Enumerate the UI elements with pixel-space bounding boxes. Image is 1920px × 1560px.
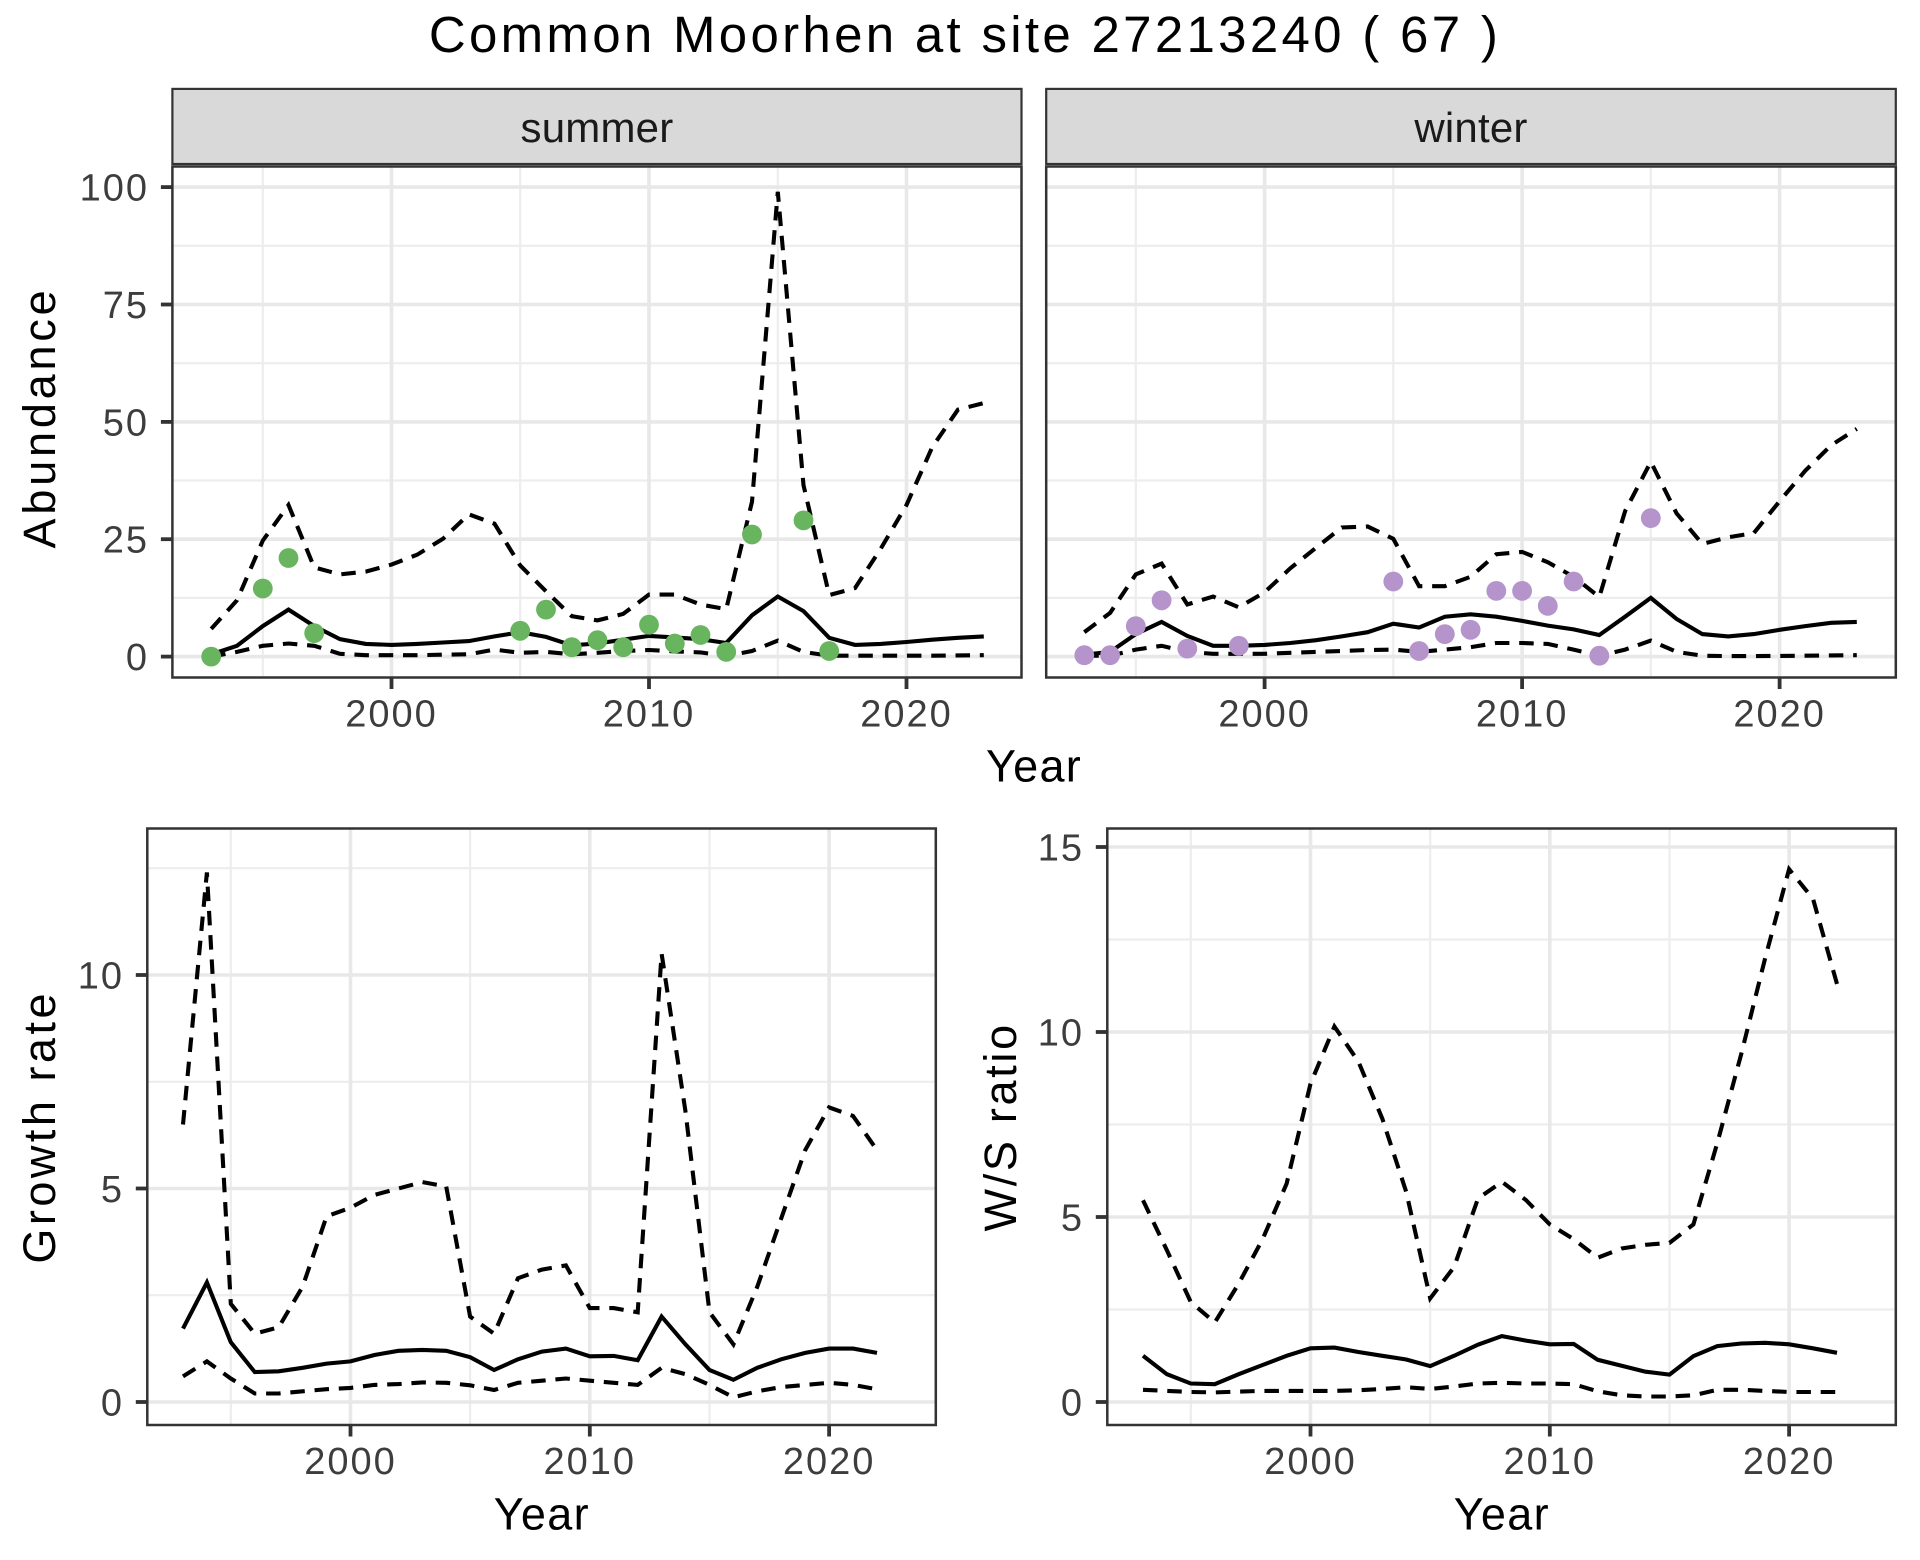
svg-text:Common Moorhen at site 2721324: Common Moorhen at site 27213240 ( 67 ) <box>429 6 1501 63</box>
svg-text:0: 0 <box>101 1383 124 1425</box>
svg-text:2000: 2000 <box>1264 1441 1357 1483</box>
svg-text:Year: Year <box>986 741 1082 792</box>
svg-text:10: 10 <box>1038 1013 1084 1055</box>
svg-text:2000: 2000 <box>304 1441 397 1483</box>
svg-text:2010: 2010 <box>1476 694 1569 736</box>
svg-text:Year: Year <box>1454 1489 1550 1540</box>
svg-text:2020: 2020 <box>783 1441 876 1483</box>
svg-text:winter: winter <box>1413 104 1527 151</box>
svg-text:25: 25 <box>103 520 149 562</box>
svg-text:5: 5 <box>101 1169 124 1211</box>
svg-text:2020: 2020 <box>1743 1441 1836 1483</box>
svg-text:Growth rate: Growth rate <box>14 990 65 1264</box>
svg-text:Year: Year <box>494 1489 590 1540</box>
svg-text:2010: 2010 <box>603 694 696 736</box>
svg-text:50: 50 <box>103 402 149 444</box>
svg-text:100: 100 <box>80 168 149 210</box>
svg-text:W/S ratio: W/S ratio <box>975 1022 1026 1231</box>
svg-text:10: 10 <box>78 956 124 998</box>
svg-text:2010: 2010 <box>1504 1441 1597 1483</box>
svg-text:2000: 2000 <box>345 694 438 736</box>
svg-text:15: 15 <box>1038 828 1084 870</box>
svg-text:5: 5 <box>1061 1198 1084 1240</box>
svg-text:summer: summer <box>521 104 674 151</box>
svg-text:0: 0 <box>126 637 149 679</box>
svg-text:2010: 2010 <box>544 1441 637 1483</box>
svg-text:2020: 2020 <box>860 694 953 736</box>
svg-text:75: 75 <box>103 285 149 327</box>
svg-text:Abundance: Abundance <box>14 287 65 549</box>
svg-text:0: 0 <box>1061 1383 1084 1425</box>
svg-text:2020: 2020 <box>1733 694 1826 736</box>
svg-text:2000: 2000 <box>1218 694 1311 736</box>
